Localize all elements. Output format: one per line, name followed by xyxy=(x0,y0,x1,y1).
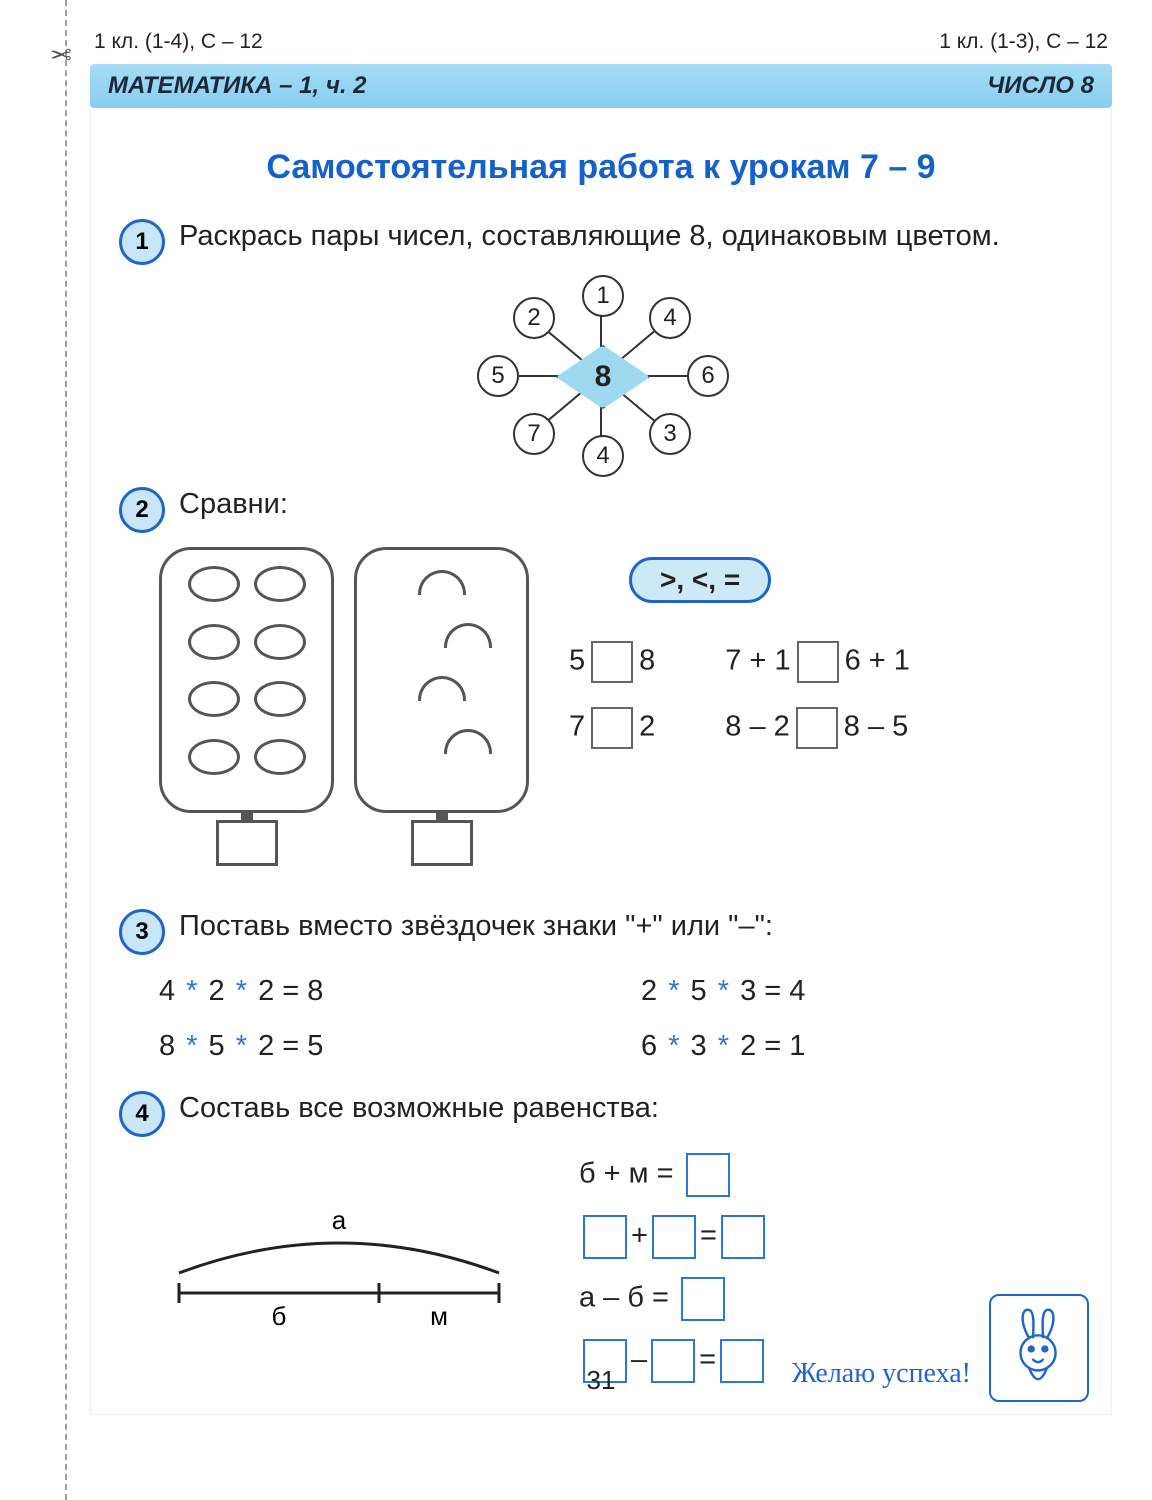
task4-body: а б м б + м = += а – б = –= xyxy=(159,1153,1083,1383)
worksheet-page: ✂ 1 кл. (1-4), С – 12 1 кл. (1-3), С – 1… xyxy=(0,0,1152,1500)
pair-circle[interactable]: 4 xyxy=(649,297,691,339)
banner-left: МАТЕМАТИКА – 1, ч. 2 xyxy=(108,72,367,100)
answer-box[interactable] xyxy=(651,1339,695,1383)
task-number: 4 xyxy=(119,1091,165,1137)
label-m: м xyxy=(430,1301,448,1331)
banner-right: ЧИСЛО 8 xyxy=(987,72,1094,100)
compare-item: 58 xyxy=(569,641,655,683)
jar-right xyxy=(354,547,529,813)
compare-item: 72 xyxy=(569,707,655,749)
answer-box[interactable] xyxy=(797,641,839,683)
top-meta-row: 1 кл. (1-4), С – 12 1 кл. (1-3), С – 12 xyxy=(90,30,1112,54)
task-2: 2 Сравни: xyxy=(119,485,1083,533)
pair-circle[interactable]: 3 xyxy=(649,413,691,455)
meta-right: 1 кл. (1-3), С – 12 xyxy=(939,30,1108,54)
task-4: 4 Составь все возможные равенства: xyxy=(119,1089,1083,1137)
task-text: Раскрась пары чисел, составляющие 8, оди… xyxy=(179,217,1083,256)
compare-item: 7 + 16 + 1 xyxy=(725,641,910,683)
task3-equations: 4 * 2 * 2 = 8 2 * 5 * 3 = 4 8 * 5 * 2 = … xyxy=(159,975,1063,1063)
pair-circle[interactable]: 7 xyxy=(513,413,555,455)
equation: б + м = xyxy=(579,1153,769,1197)
page-number: 31 xyxy=(587,1365,616,1396)
task2-body: >, <, = 58 7 + 16 + 1 72 8 – 28 – 5 xyxy=(159,547,1083,873)
answer-box[interactable] xyxy=(681,1277,725,1321)
count-box[interactable] xyxy=(216,820,278,866)
answer-box[interactable] xyxy=(583,1215,627,1259)
answer-box[interactable] xyxy=(591,707,633,749)
jar-left xyxy=(159,547,334,813)
task-text: Поставь вместо звёздочек знаки "+" или "… xyxy=(179,907,1083,946)
pair-circle[interactable]: 2 xyxy=(513,297,555,339)
good-luck-text: Желаю успеха! xyxy=(792,1358,971,1390)
answer-box[interactable] xyxy=(652,1215,696,1259)
number-star-diagram: 8 1 2 4 5 6 7 3 4 xyxy=(421,275,781,475)
pair-circle[interactable]: 5 xyxy=(477,355,519,397)
scissors-icon: ✂ xyxy=(50,40,72,71)
pair-circle[interactable]: 1 xyxy=(582,275,624,317)
worksheet-title: Самостоятельная работа к урокам 7 – 9 xyxy=(119,148,1083,187)
task-1: 1 Раскрась пары чисел, составляющие 8, о… xyxy=(119,217,1083,265)
content-area: Самостоятельная работа к урокам 7 – 9 1 … xyxy=(90,108,1112,1415)
equation[interactable]: 2 * 5 * 3 = 4 xyxy=(641,975,1063,1008)
task-number: 1 xyxy=(119,219,165,265)
operator-hint-pill: >, <, = xyxy=(629,557,771,603)
task-number: 2 xyxy=(119,487,165,533)
answer-box[interactable] xyxy=(720,1339,764,1383)
answer-box[interactable] xyxy=(721,1215,765,1259)
answer-box[interactable] xyxy=(686,1153,730,1197)
answer-box[interactable] xyxy=(796,707,838,749)
task-3: 3 Поставь вместо звёздочек знаки "+" или… xyxy=(119,907,1083,955)
compare-item: 8 – 28 – 5 xyxy=(725,707,910,749)
task-text: Сравни: xyxy=(179,485,1083,524)
task4-equations: б + м = += а – б = –= xyxy=(579,1153,769,1383)
task-text: Составь все возможные равенства: xyxy=(179,1089,1083,1128)
label-b: б xyxy=(272,1301,287,1331)
answer-box[interactable] xyxy=(591,641,633,683)
cut-line xyxy=(65,0,67,1500)
pair-circle[interactable]: 4 xyxy=(582,435,624,477)
equation[interactable]: 6 * 3 * 2 = 1 xyxy=(641,1030,1063,1063)
equation: а – б = xyxy=(579,1277,769,1321)
meta-left: 1 кл. (1-4), С – 12 xyxy=(94,30,263,54)
pair-circle[interactable]: 6 xyxy=(687,355,729,397)
rabbit-icon xyxy=(989,1294,1089,1402)
equation[interactable]: 8 * 5 * 2 = 5 xyxy=(159,1030,581,1063)
count-box[interactable] xyxy=(411,820,473,866)
task-number: 3 xyxy=(119,909,165,955)
subject-banner: МАТЕМАТИКА – 1, ч. 2 ЧИСЛО 8 xyxy=(90,64,1112,108)
compare-block: >, <, = 58 7 + 16 + 1 72 8 – 28 – 5 xyxy=(569,547,910,749)
equation: += xyxy=(579,1215,769,1259)
segment-diagram: а б м xyxy=(159,1203,519,1333)
equation[interactable]: 4 * 2 * 2 = 8 xyxy=(159,975,581,1008)
label-a: а xyxy=(332,1205,347,1235)
